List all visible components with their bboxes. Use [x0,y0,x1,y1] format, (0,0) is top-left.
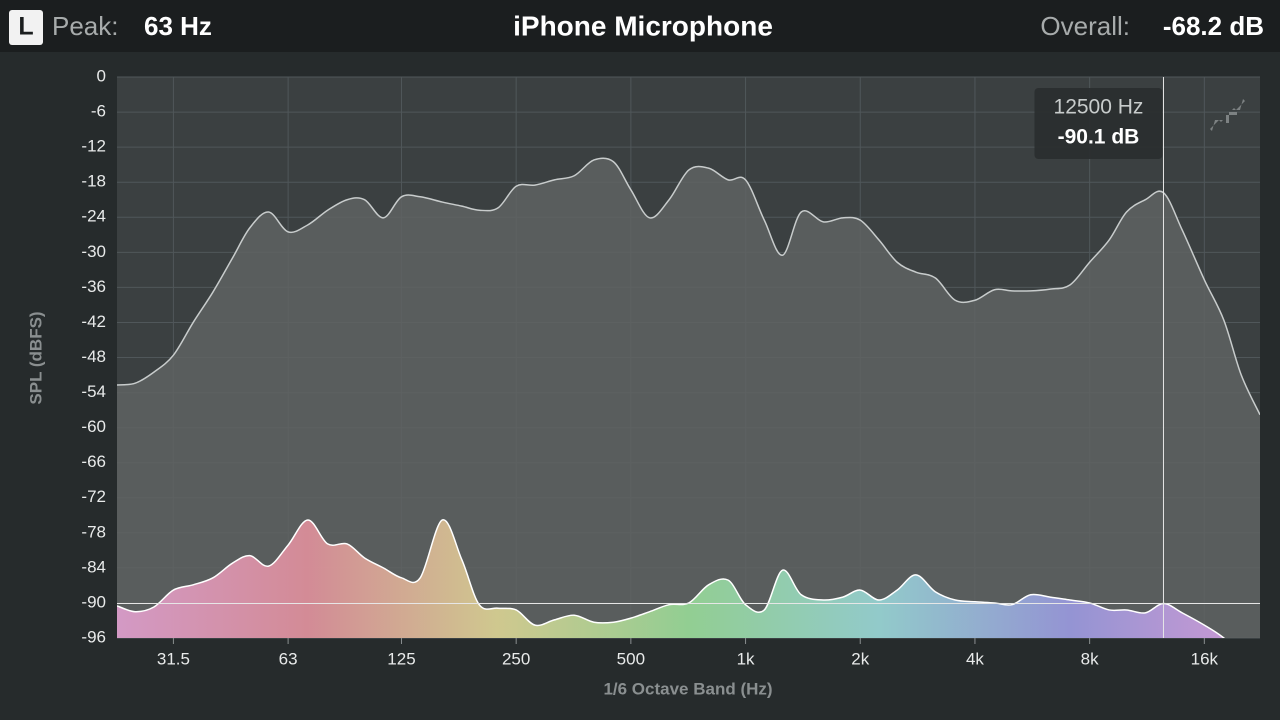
y-tick-label: -6 [91,102,106,121]
x-tick-label: 250 [502,649,530,668]
icon-arrow [1232,99,1245,110]
peak-label: Peak: [52,11,119,41]
x-tick-label: 63 [279,649,298,668]
y-tick-label: -42 [81,312,106,331]
x-tick-label: 125 [387,649,415,668]
y-tick-label: -48 [81,347,106,366]
y-tick-label: -72 [81,487,106,506]
cursor-freq: 12500 Hz [1054,96,1144,119]
icon-arrow [1226,112,1237,123]
series [117,157,1260,638]
peak-value: 63 Hz [144,11,212,41]
y-tick-label: -54 [81,382,106,401]
line [117,157,1260,416]
x-axis-title: 1/6 Octave Band (Hz) [603,679,772,698]
channel: L [18,13,33,41]
y-tick-label: -60 [81,417,106,436]
area [117,158,1260,638]
y-axis-title: SPL (dBFS) [26,311,45,404]
y-tick-label: 0 [97,66,106,85]
cursor-tooltip [1034,88,1163,159]
y-tick-label: -30 [81,242,106,261]
cursor-level: -90.1 dB [1058,126,1140,149]
y-tick-label: -36 [81,277,106,296]
title: iPhone Microphone [513,10,773,41]
y-tick-label: -90 [81,592,106,611]
y-tick-label: -12 [81,137,106,156]
header-bar [0,0,1280,52]
area [117,519,1260,638]
x-tick-label: 8k [1081,649,1099,668]
collapse-icon[interactable] [1210,99,1245,131]
x-tick-label: 16k [1191,649,1219,668]
x-tick-label: 1k [737,649,755,668]
x-tick-label: 2k [851,649,869,668]
x-tick-label: 4k [966,649,984,668]
overall-label: Overall: [1040,11,1130,41]
y-tick-label: -66 [81,452,106,471]
y-tick-label: -18 [81,172,106,191]
overlay: 12500 Hz -90.1 dB [117,77,1260,638]
overall-value: -68.2 dB [1163,11,1264,41]
x-tick-label: 500 [617,649,645,668]
channel-badge[interactable] [9,10,43,45]
y-tick-label: -84 [81,557,106,576]
line [117,519,1225,638]
y-tick-label: -78 [81,522,106,541]
y-tick-label: -96 [81,627,106,646]
x-tick-label: 31.5 [157,649,190,668]
icon-arrow [1210,120,1223,131]
y-tick-label: -24 [81,207,106,226]
